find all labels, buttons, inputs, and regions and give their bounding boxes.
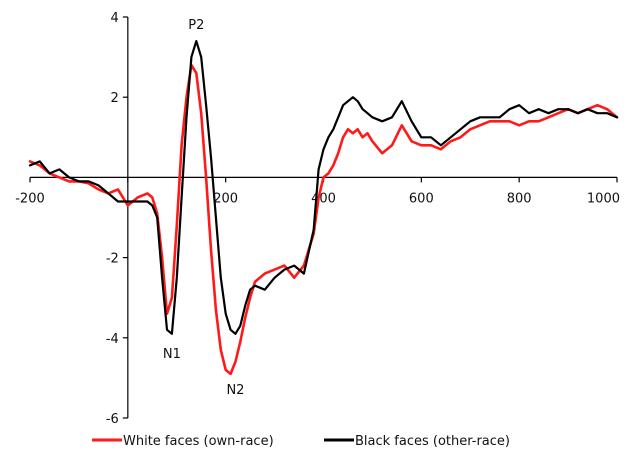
series-layer [28, 39, 619, 376]
x-tick-label: 800 [507, 191, 532, 206]
x-tick-label: -200 [15, 191, 45, 206]
y-tick-label: -6 [106, 412, 119, 427]
y-axis-ticks: -6 -4 -2 2 4 [106, 11, 128, 427]
peak-label-n1: N1 [163, 347, 181, 362]
peak-label-n2: N2 [226, 383, 244, 398]
annotation-layer: P2 N1 N2 [163, 18, 245, 398]
series-line-white-faces [28, 63, 619, 376]
y-tick-label: -2 [106, 252, 119, 267]
x-tick-label: 200 [213, 191, 238, 206]
series-line-black-faces [28, 39, 619, 335]
peak-label-p2: P2 [188, 18, 204, 33]
legend: White faces (own-race) Black faces (other… [92, 434, 510, 449]
x-tick-label: 600 [409, 191, 434, 206]
y-tick-label: 2 [111, 91, 119, 106]
y-tick-label: 4 [111, 11, 119, 26]
x-tick-label: 1000 [587, 191, 620, 206]
legend-label: White faces (own-race) [123, 434, 274, 449]
y-tick-label: -4 [106, 332, 119, 347]
legend-label: Black faces (other-race) [355, 434, 510, 449]
